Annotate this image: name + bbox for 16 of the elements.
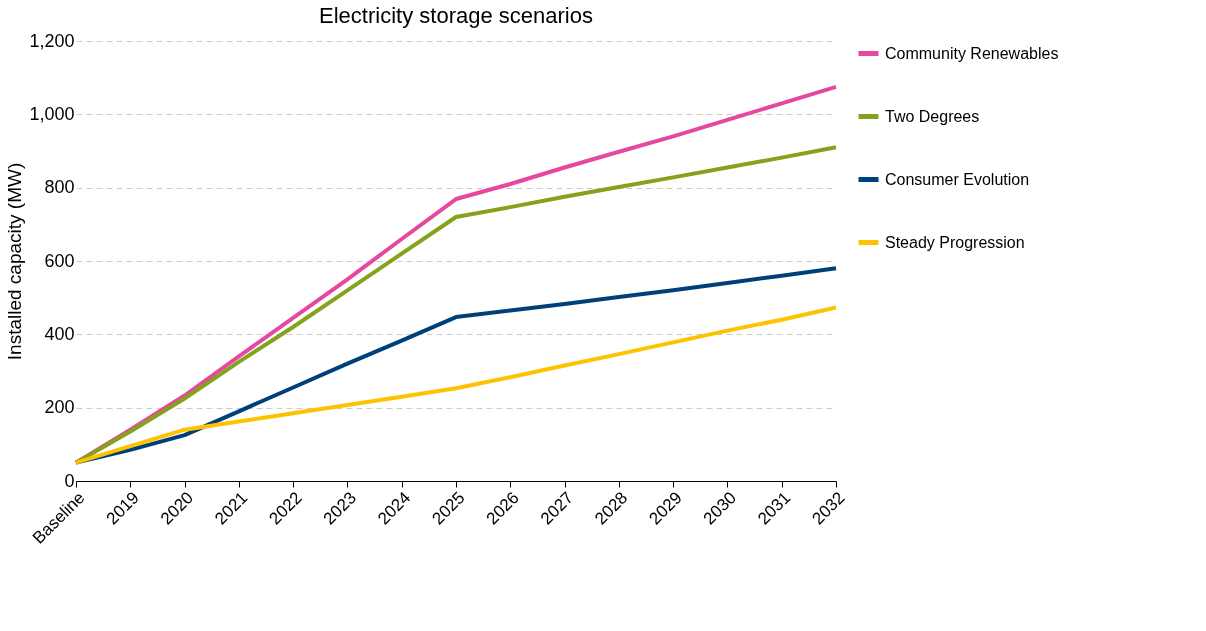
line-series bbox=[74, 305, 838, 465]
y-tick-label: 0 bbox=[64, 470, 75, 491]
y-axis-title: Installed capacity (MW) bbox=[4, 162, 26, 361]
legend-label: Community Renewables bbox=[885, 44, 1059, 62]
y-tick-label: 600 bbox=[44, 250, 75, 271]
line-series bbox=[74, 266, 838, 465]
legend-label: Steady Progression bbox=[885, 233, 1025, 251]
y-tick-label: 800 bbox=[44, 177, 75, 198]
y-tick-label: 1,200 bbox=[29, 30, 75, 51]
y-tick-label: 200 bbox=[44, 397, 75, 418]
legend-label: Consumer Evolution bbox=[885, 170, 1030, 188]
y-tick-label: 1,000 bbox=[29, 103, 75, 124]
legend-label: Two Degrees bbox=[885, 107, 980, 125]
chart-title: Electricity storage scenarios bbox=[319, 3, 593, 28]
y-tick-label: 400 bbox=[44, 323, 75, 344]
line-series bbox=[74, 145, 838, 465]
